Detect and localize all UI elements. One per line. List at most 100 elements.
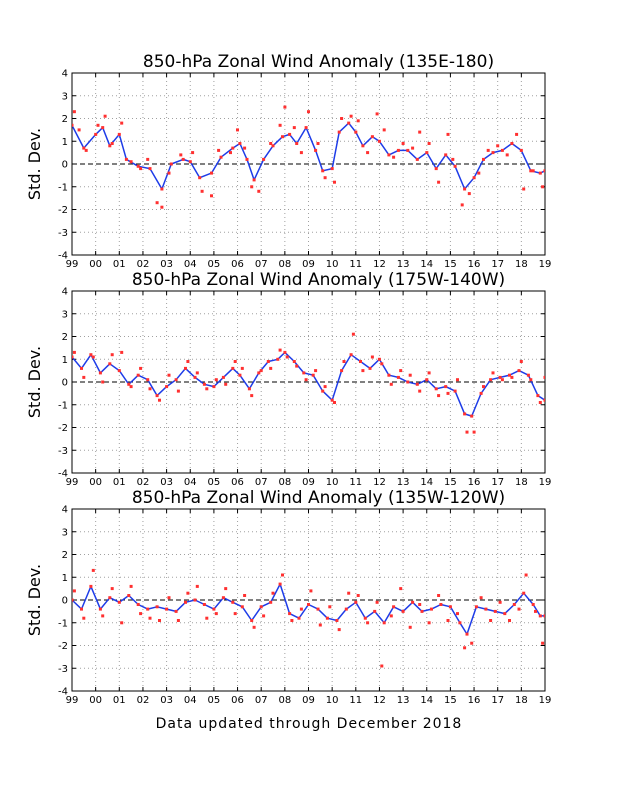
data-point (202, 603, 206, 606)
data-point (401, 609, 405, 613)
data-point (427, 142, 431, 145)
data-point (491, 151, 495, 155)
x-tick-label: 16 (468, 477, 481, 488)
y-tick-label: 0 (62, 160, 68, 171)
data-point (522, 591, 526, 595)
data-point (406, 148, 410, 152)
x-axis: 99 00 01 02 03 04 05 06 07 08 09 10 11 12 13 14 15 16 17 18… (66, 291, 551, 488)
data-point (231, 600, 235, 604)
series-points (72, 105, 545, 209)
series-points (72, 568, 545, 668)
data-point (515, 132, 519, 136)
x-tick-label: 13 (397, 695, 410, 706)
x-tick-label: 01 (113, 695, 126, 706)
data-point (278, 123, 282, 127)
data-point (214, 378, 218, 382)
data-point (108, 596, 112, 600)
data-point (299, 607, 303, 611)
x-tick-label: 12 (373, 695, 386, 706)
data-point (89, 584, 93, 588)
data-point (389, 614, 393, 618)
chart-panel-1: 99 00 01 02 03 04 05 06 07 08 09 10 11 12 13 14 15 16 17 18… (25, 52, 551, 270)
chart-title: 850-hPa Zonal Wind Anomaly (135W-120W) (132, 488, 505, 508)
x-tick-label: 06 (231, 477, 244, 488)
data-point (139, 167, 143, 171)
data-point (359, 360, 362, 363)
data-point (243, 594, 247, 597)
data-point (351, 332, 355, 336)
x-tick-label: 08 (278, 477, 291, 488)
data-point (262, 614, 266, 618)
data-point (233, 360, 237, 363)
data-point (543, 398, 545, 402)
data-point (101, 380, 105, 384)
data-point (323, 176, 327, 180)
data-point (136, 603, 140, 606)
data-point (165, 607, 169, 611)
data-point (356, 119, 360, 123)
y-axis-label: Std. Dev. (25, 128, 44, 200)
data-point (510, 142, 514, 145)
data-point (493, 609, 497, 613)
data-point (136, 164, 140, 168)
data-point (418, 603, 422, 606)
data-point (340, 369, 344, 373)
data-point (129, 160, 133, 164)
y-tick-label: 4 (62, 505, 68, 516)
data-point (536, 394, 540, 398)
x-tick-label: 06 (231, 695, 244, 706)
data-point (283, 350, 287, 354)
y-axis: -4 -3 -2 -1 0 1 2 3 4 (58, 69, 545, 262)
data-point (370, 355, 374, 359)
data-point (503, 612, 507, 616)
x-tick-label: 99 (66, 695, 79, 706)
data-point (210, 171, 213, 175)
data-point (347, 591, 351, 595)
x-tick-label: 04 (184, 477, 197, 488)
y-tick-label: -3 (58, 228, 68, 239)
data-point (89, 353, 93, 357)
data-point (91, 568, 95, 572)
data-point (465, 430, 469, 434)
series-line-smoothed (72, 583, 545, 635)
data-point (430, 607, 433, 611)
data-point (117, 600, 121, 604)
data-point (292, 126, 296, 130)
y-tick-label: 3 (62, 309, 68, 320)
data-point (136, 373, 140, 377)
data-point (456, 612, 459, 616)
data-point (72, 110, 76, 114)
data-point (377, 357, 381, 361)
data-point (117, 369, 121, 373)
x-tick-label: 12 (373, 477, 386, 488)
data-point (316, 142, 320, 145)
data-point (184, 600, 187, 604)
y-axis-label: Std. Dev. (25, 346, 44, 418)
data-point (186, 591, 190, 595)
data-point (335, 619, 339, 622)
data-point (191, 151, 195, 155)
x-tick-label: 03 (160, 477, 173, 488)
data-point (160, 187, 164, 191)
data-point (498, 375, 502, 379)
data-point (238, 373, 242, 377)
data-point (321, 389, 325, 393)
data-point (484, 607, 488, 611)
x-tick-label: 02 (137, 477, 150, 488)
data-point (505, 153, 509, 157)
x-tick-label: 02 (137, 259, 150, 270)
data-point (519, 360, 523, 363)
y-tick-label: -1 (58, 400, 68, 411)
data-point (444, 153, 448, 157)
data-point (252, 625, 256, 629)
data-point (80, 607, 83, 611)
data-point (489, 378, 493, 382)
data-point (344, 607, 348, 611)
x-tick-label: 10 (326, 477, 339, 488)
data-point (411, 600, 415, 604)
data-point (437, 394, 441, 398)
y-tick-label: -2 (58, 641, 68, 652)
x-tick-label: 06 (231, 259, 244, 270)
data-point (72, 355, 74, 359)
data-point (340, 117, 344, 120)
